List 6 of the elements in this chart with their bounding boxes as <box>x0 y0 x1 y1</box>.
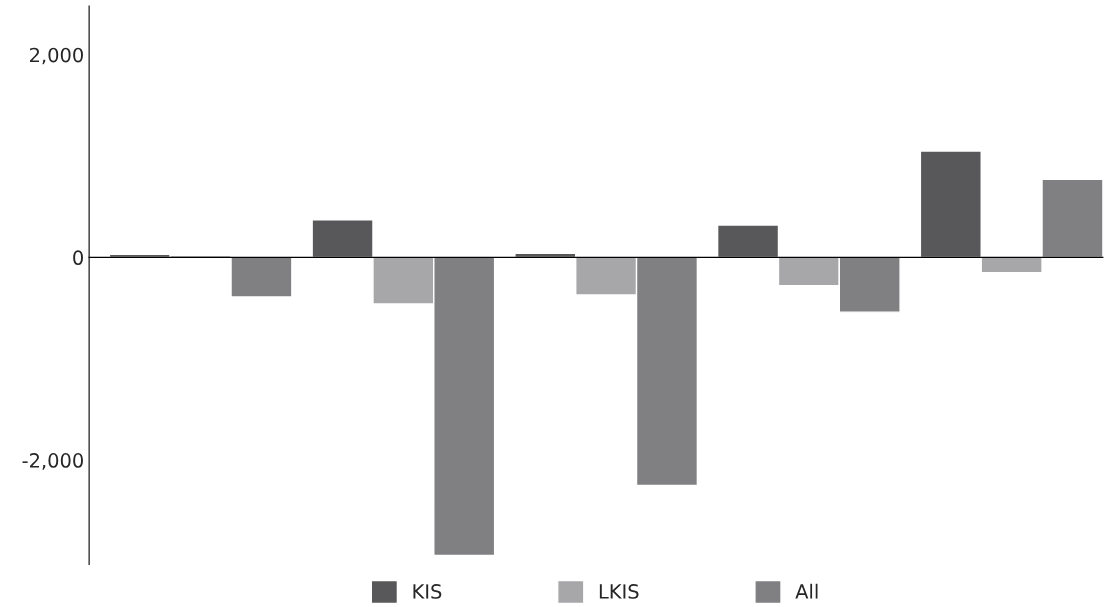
legend-label: LKIS <box>599 584 639 599</box>
legend-label: KIS <box>413 584 442 599</box>
legend-label: All <box>795 583 818 599</box>
y-tick-label: 2,000 <box>30 47 83 65</box>
y-tick-label: 0 <box>73 250 83 266</box>
y-tick-label: -2,000 <box>22 453 83 470</box>
